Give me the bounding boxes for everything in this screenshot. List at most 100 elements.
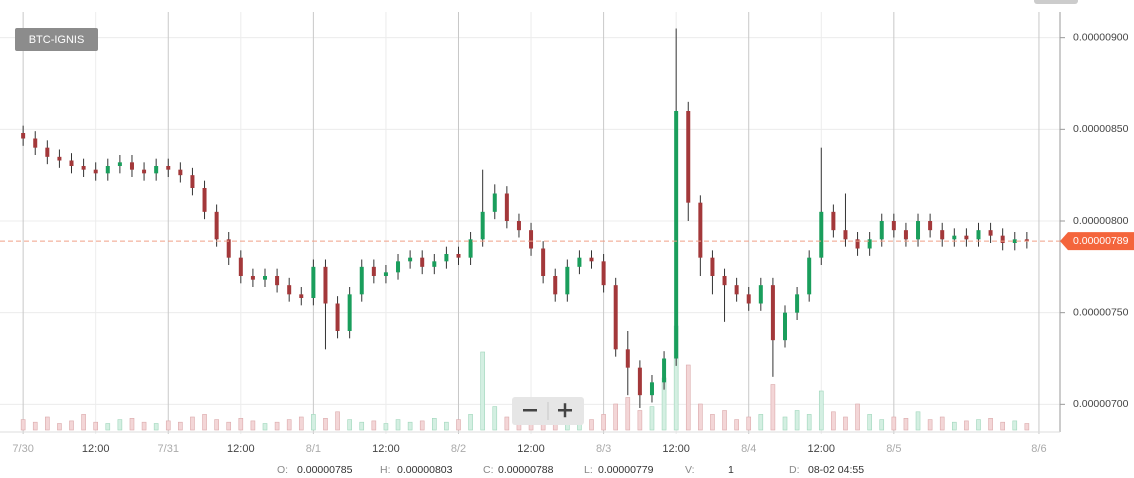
volume-bar [335,411,340,431]
info-label: L: [584,464,593,476]
volume-bar [407,421,413,431]
candle-body [468,239,473,258]
volume-bar [226,421,232,431]
volume-bar [710,414,715,431]
volume-bar [1000,421,1005,431]
volume-bar [492,406,498,431]
x-tick-label: 8/5 [886,443,901,455]
volume-bar [976,419,981,431]
candle-body [698,202,703,258]
candle-body [795,294,800,313]
candle-body [976,230,981,240]
y-tick-label: 0.00000750 [1073,306,1129,318]
candle-body [456,254,461,258]
volume-bar [952,421,957,431]
zoom-in-bar[interactable] [563,403,567,418]
volume-bar [879,419,885,431]
volume-bar [93,421,98,431]
volume-bar [746,416,752,431]
x-tick-label: 12:00 [372,443,400,455]
candle-body [226,239,231,258]
volume-bar [601,414,606,431]
volume-bar [698,403,703,431]
candle-body [1012,239,1017,243]
volume-bar [770,384,776,431]
candle-body [1024,239,1029,242]
candle-body [359,266,364,295]
candle-body [770,285,775,341]
candles [21,28,1029,408]
candle-body [686,111,691,203]
volume-bar [129,417,135,431]
volume-bar [286,419,292,431]
info-label: H: [380,464,391,476]
volume-bar [794,410,800,431]
volume-bar [432,417,437,431]
volume-bar [202,414,207,431]
volume-bar [298,416,304,431]
info-value: 0.00000779 [598,464,654,476]
volume-bar [20,419,26,431]
volume-bar [178,421,183,431]
x-tick-label: 8/6 [1031,443,1046,455]
symbol-label: BTC-IGNIS [29,34,85,46]
volume-bar [831,411,836,431]
volume-bar [359,421,365,431]
candle-body [734,285,739,295]
candle-body [625,349,630,368]
candle-body [529,230,534,249]
volume-bar [105,423,111,431]
candle-body [335,303,340,331]
candle-body [516,221,521,231]
zoom-controls [512,397,584,425]
volume-bar [722,410,727,431]
zoom-out[interactable] [523,409,537,412]
candle-body [867,239,872,249]
candle-body [758,285,763,304]
candle-body [637,367,642,396]
info-value: 0.00000788 [498,464,554,476]
volume-bar [214,419,219,431]
volume-bar [782,416,788,431]
volume-bar [81,414,86,431]
volume-bar [915,411,921,431]
volume-bar [903,417,909,431]
candle-body [710,257,715,276]
candle-body [323,266,328,304]
x-tick-label: 12:00 [808,443,836,455]
x-tick-label: 8/4 [741,443,756,455]
volume-bar [843,416,848,431]
volume-bar [347,419,352,431]
volume-bar [855,403,860,431]
volume-bar [32,421,38,431]
volume-bar [117,419,123,431]
candle-body [166,166,171,170]
price-tag-label: 0.00000789 [1073,235,1129,247]
y-tick-label: 0.00000700 [1073,398,1129,410]
candle-body [347,294,352,331]
candle-body [916,221,921,240]
volume-bar [818,390,824,431]
candle-body [662,358,667,383]
top-button[interactable] [1034,0,1078,4]
candle-body [263,276,267,280]
volume-bar [613,403,618,431]
volume-bar [988,417,993,431]
candle-body [420,257,425,267]
candle-body [964,235,969,240]
x-tick-label: 12:00 [82,443,110,455]
candle-body [45,147,50,157]
candle-body [250,276,255,280]
candle-body [33,138,38,148]
axes: 0.00000700 0.00000750 0.00000800 0.00000850… [0,12,1134,455]
volume-bar [141,421,147,431]
candle-body [541,248,546,276]
volume-bar [649,406,655,431]
x-tick-label: 12:00 [662,443,690,455]
candle-body [202,188,207,212]
volume-bar [734,419,739,431]
x-tick-label: 7/31 [158,443,179,455]
volume-bar [456,419,461,431]
volume-bar [262,423,268,431]
